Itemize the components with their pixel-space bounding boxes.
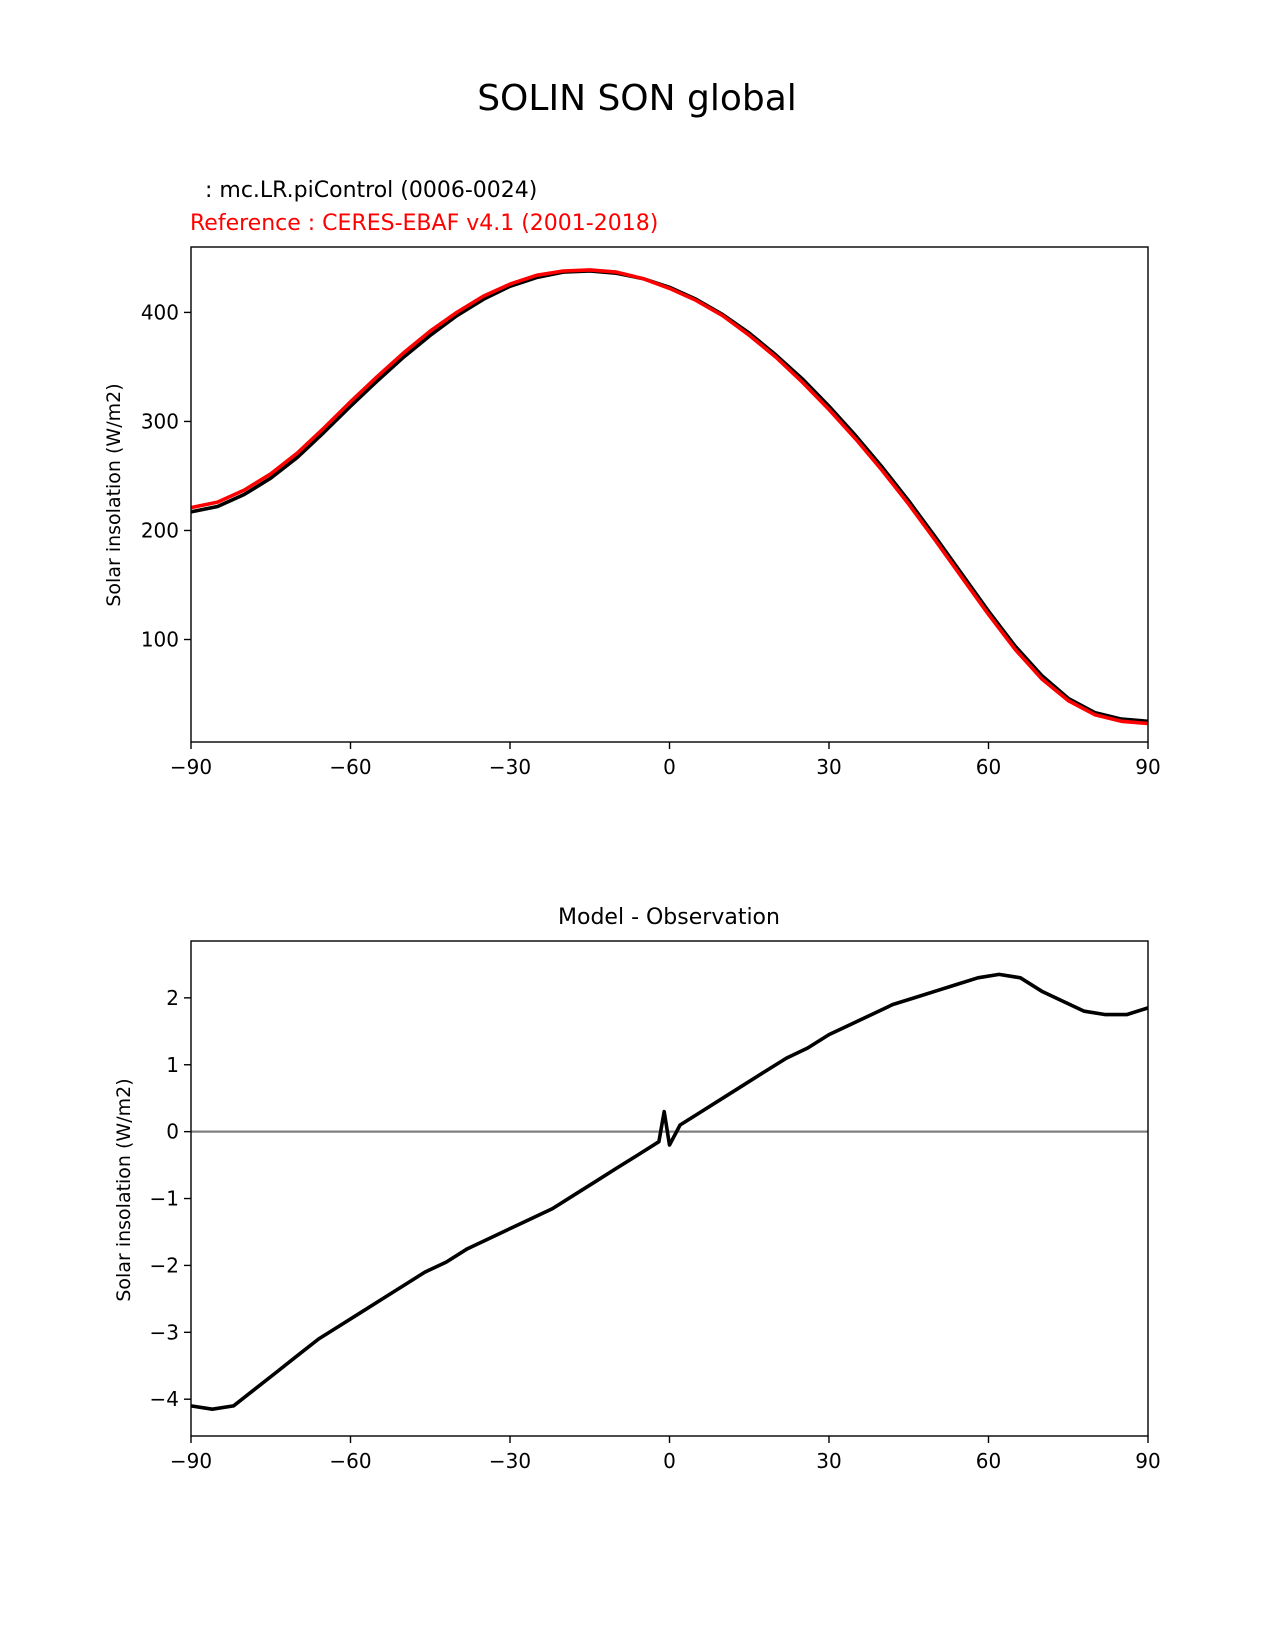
plot-area-top: −90 −60 −30 0 30 60 90 100 200 300 400 xyxy=(141,246,1161,779)
plot-area-bottom: −90 −60 −30 0 30 60 90 −4 −3 −2 −1 0 1 2 xyxy=(150,940,1161,1473)
figure-title: SOLIN SON global xyxy=(477,78,797,119)
y-tick-label: 400 xyxy=(141,300,179,324)
x-tick-label: 90 xyxy=(1135,1449,1160,1473)
x-tick-label: 30 xyxy=(816,1449,841,1473)
series-line-1 xyxy=(190,268,1149,726)
y-tick-label: −2 xyxy=(150,1253,179,1277)
series-line-0 xyxy=(190,269,1149,724)
difference-panel: Model - Observation Solar insolation (W/… xyxy=(113,905,1161,1473)
x-tick-label: −90 xyxy=(170,1449,212,1473)
x-tick-label: −90 xyxy=(170,755,212,779)
axes-frame xyxy=(190,246,1149,743)
y-tick-label: 2 xyxy=(166,986,179,1010)
reference-label: Reference : CERES-EBAF v4.1 (2001-2018) xyxy=(190,211,658,236)
comparison-panel: : mc.LR.piControl (0006-0024) Reference … xyxy=(103,178,1161,779)
x-tick-label: 60 xyxy=(976,755,1001,779)
y-tick-label: −1 xyxy=(150,1187,179,1211)
y-axis-label: Solar insolation (W/m2) xyxy=(103,383,125,606)
x-tick-label: −30 xyxy=(489,755,531,779)
x-tick-label: 30 xyxy=(816,755,841,779)
x-tick-label: −30 xyxy=(489,1449,531,1473)
y-tick-label: 100 xyxy=(141,628,179,652)
x-tick-label: −60 xyxy=(329,755,371,779)
x-tick-label: 60 xyxy=(976,1449,1001,1473)
x-tick-label: 0 xyxy=(663,755,676,779)
y-tick-label: 0 xyxy=(166,1120,179,1144)
difference-title: Model - Observation xyxy=(558,905,780,930)
y-axis-label: Solar insolation (W/m2) xyxy=(113,1078,135,1301)
y-tick-label: 200 xyxy=(141,518,179,542)
y-tick-label: −3 xyxy=(150,1320,179,1344)
series-line-0 xyxy=(190,972,1149,1411)
y-tick-label: 300 xyxy=(141,409,179,433)
y-tick-label: 1 xyxy=(166,1053,179,1077)
x-tick-label: −60 xyxy=(329,1449,371,1473)
y-tick-label: −4 xyxy=(150,1387,179,1411)
axes-frame xyxy=(190,940,1149,1437)
x-tick-label: 90 xyxy=(1135,755,1160,779)
x-tick-label: 0 xyxy=(663,1449,676,1473)
model-label: : mc.LR.piControl (0006-0024) xyxy=(205,178,537,203)
